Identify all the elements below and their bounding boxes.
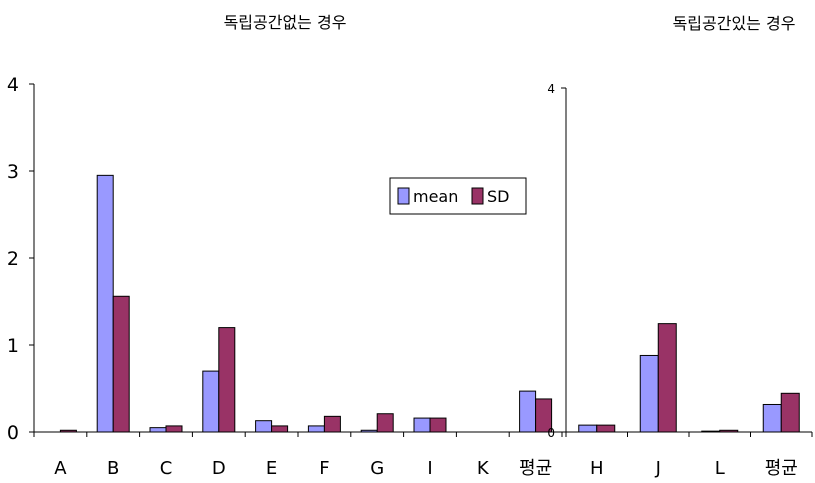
bar-mean-평균 [519, 390, 537, 433]
bar-sd-G [376, 413, 394, 433]
bar-mean-G [360, 429, 378, 433]
x-category-label: I [427, 458, 432, 479]
legend-label-sd: SD [487, 187, 509, 206]
y-tick-label: 3 [7, 161, 19, 183]
y-tick-label: 4 [547, 82, 555, 96]
x-category-label: K [477, 458, 490, 479]
legend-swatch-mean [397, 187, 410, 205]
right-chart: 0 4 H J L 평균 [547, 82, 813, 479]
bar-sd-D [218, 327, 236, 433]
bar-mean-D [202, 370, 220, 433]
bar-mean-I [413, 417, 431, 433]
x-category-label: D [212, 458, 226, 479]
bar-mean-J [639, 354, 659, 433]
bar-mean-H [578, 424, 598, 433]
x-category-label: B [107, 458, 119, 479]
bar-sd-L [719, 429, 739, 433]
bar-mean-E [255, 420, 273, 433]
x-category-label: C [160, 458, 173, 479]
bar-mean-F [307, 425, 325, 433]
x-category-label: 평균 [519, 458, 552, 479]
y-tick-label: 0 [7, 422, 19, 444]
x-category-label: F [319, 458, 329, 479]
x-category-label: E [266, 458, 277, 479]
bar-sd-평균 [780, 392, 800, 433]
bar-mean-B [96, 174, 114, 433]
x-category-label: G [370, 458, 384, 479]
bar-mean-C [149, 427, 167, 433]
left-chart: 0 1 2 3 4 A B C D E F G I K 평균 [7, 74, 563, 479]
bar-sd-평균 [535, 398, 553, 433]
bar-sd-H [596, 424, 616, 433]
bar-mean-평균 [762, 403, 782, 433]
y-tick-label: 1 [7, 335, 19, 357]
bar-sd-B [112, 295, 130, 433]
y-tick-label: 0 [547, 426, 555, 440]
legend-swatch-sd [471, 187, 484, 205]
x-category-label: J [655, 458, 661, 479]
bar-sd-J [657, 323, 677, 433]
bar-sd-A [59, 429, 77, 433]
x-category-label: L [715, 458, 725, 479]
bar-sd-E [271, 425, 289, 433]
x-category-label: H [590, 458, 604, 479]
chart-title-left: 독립공간없는 경우 [224, 13, 347, 32]
bar-mean-L [701, 430, 721, 433]
y-tick-label: 2 [7, 248, 19, 270]
bar-sd-I [429, 417, 447, 433]
y-tick-label: 4 [7, 74, 19, 96]
chart-title-right: 독립공간있는 경우 [673, 14, 796, 33]
legend-box [389, 177, 527, 215]
x-category-label: 평균 [765, 458, 798, 479]
legend: mean SD [389, 177, 527, 215]
legend-label-mean: mean [413, 187, 458, 206]
x-category-label: A [54, 458, 67, 479]
bar-sd-C [165, 425, 183, 433]
bar-sd-F [323, 415, 341, 433]
